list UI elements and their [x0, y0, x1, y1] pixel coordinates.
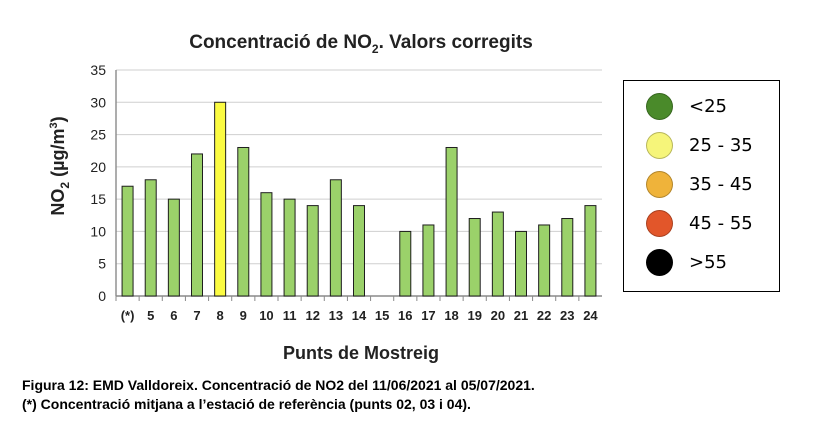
legend-item-gt55: >55 [646, 247, 727, 277]
x-tick-label: 20 [491, 308, 505, 323]
y-axis-label: NO2 (µg/m3) [48, 116, 72, 215]
legend-swatch-45-55 [646, 209, 673, 237]
bar-24 [584, 205, 597, 297]
legend-swatch-gt55 [646, 248, 673, 276]
x-tick-label: 14 [352, 308, 367, 323]
bar-20 [491, 211, 504, 297]
legend: <25 25 - 35 35 - 45 45 - 55 >55 [623, 80, 780, 292]
bar-6 [167, 198, 180, 297]
x-tick-label: 10 [259, 308, 273, 323]
y-tick-label: 30 [90, 94, 106, 110]
legend-label-lt25: <25 [689, 95, 727, 117]
chart-title: Concentració de NO2. Valors corregits [189, 32, 533, 56]
bar-21 [515, 230, 527, 297]
x-tick-label: 16 [398, 308, 412, 323]
bar-12 [306, 205, 319, 297]
x-tick-label: 18 [444, 308, 458, 323]
x-tick-label: 19 [467, 308, 481, 323]
figure-caption-line-1: Figura 12: EMD Valldoreix. Concentració … [22, 377, 535, 393]
x-tick-label: 7 [193, 308, 200, 323]
y-axis-label-subscript: 2 [58, 182, 72, 189]
x-tick-label: 13 [329, 308, 343, 323]
bar-13 [329, 179, 342, 297]
bar-23 [561, 218, 574, 297]
bar-16 [399, 230, 412, 297]
legend-item-45-55: 45 - 55 [646, 208, 753, 238]
y-tick-label: 0 [98, 288, 106, 304]
legend-label-gt55: >55 [689, 251, 727, 273]
x-tick-label: 15 [375, 308, 389, 323]
bar-19 [468, 218, 481, 297]
y-tick-label: 15 [90, 191, 106, 207]
bar-14 [353, 205, 365, 297]
x-tick-labels: (*) 5 6 7 8 9 10 11 12 13 14 15 16 17 18 19 20 21 22 23 24 [121, 308, 599, 323]
x-tick-label: 21 [514, 308, 528, 323]
bar-chart: Concentració de NO2. Valors corregits 05… [48, 32, 602, 363]
bars [121, 101, 597, 297]
x-axis-label: Punts de Mostreig [283, 343, 439, 363]
bar-11 [283, 198, 296, 297]
legend-item-35-45: 35 - 45 [646, 169, 753, 199]
bar-22 [538, 224, 551, 297]
chart-title-rest: . Valors corregits [379, 32, 533, 53]
y-tick-label: 20 [90, 159, 106, 175]
x-tick-label: 12 [305, 308, 319, 323]
y-axis-label-end: ) [48, 116, 68, 122]
bar-18 [445, 146, 458, 297]
x-tick-label: (*) [121, 308, 135, 323]
x-tick-label: 23 [560, 308, 574, 323]
legend-label-35-45: 35 - 45 [689, 173, 753, 195]
bar-9 [237, 146, 250, 297]
y-tick-label: 25 [90, 127, 106, 143]
legend-swatch-35-45 [646, 170, 673, 198]
x-tick-label: 24 [583, 308, 598, 323]
legend-item-lt25: <25 [646, 91, 727, 121]
y-axis-label-main: NO [48, 189, 68, 216]
legend-swatch-25-35 [646, 131, 673, 159]
legend-label-45-55: 45 - 55 [689, 212, 753, 234]
bar-10 [260, 192, 273, 297]
x-tick-label: 11 [283, 308, 297, 323]
bar-7 [191, 153, 203, 297]
legend-item-25-35: 25 - 35 [646, 130, 753, 160]
y-axis-label-superscript: 3 [48, 122, 60, 128]
legend-swatch-lt25 [646, 92, 673, 120]
x-tick-label: 5 [147, 308, 154, 323]
chart-title-subscript: 2 [372, 42, 379, 56]
x-tick-label: 6 [170, 308, 177, 323]
figure-caption-line-2: (*) Concentració mitjana a l’estació de … [22, 396, 471, 412]
x-tick-label: 9 [240, 308, 247, 323]
legend-label-25-35: 25 - 35 [689, 134, 753, 156]
chart-title-main: Concentració de NO [189, 32, 372, 53]
x-tick-label: 17 [421, 308, 435, 323]
x-tick-label: 8 [217, 308, 224, 323]
x-tick-label: 22 [537, 308, 551, 323]
y-tick-label: 35 [90, 62, 106, 78]
y-tick-labels: 0 5 10 15 20 25 30 35 [90, 62, 106, 304]
y-tick-label: 5 [98, 256, 106, 272]
bar-8 [214, 101, 227, 297]
bar-refrefref [121, 185, 134, 297]
y-tick-label: 10 [90, 223, 106, 239]
y-axis-label-rest: (µg/m [48, 129, 68, 182]
bar-17 [422, 224, 435, 297]
bar-5 [144, 179, 157, 297]
